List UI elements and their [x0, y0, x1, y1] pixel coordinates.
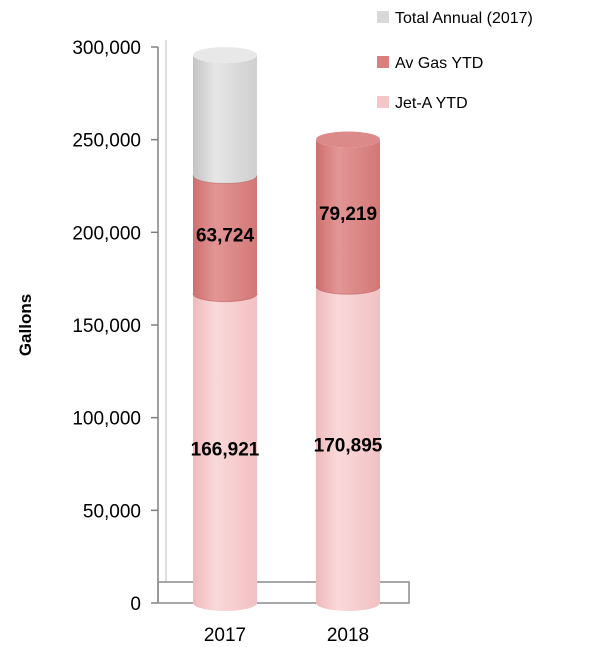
segment-boundary-2017 [192, 293, 258, 303]
data-label-jet-a-2018: 170,895 [314, 436, 383, 457]
y-tick-label: 300,000 [72, 38, 141, 59]
data-label-av-gas-2018: 79,219 [319, 204, 377, 225]
y-tick-label: 50,000 [83, 501, 141, 522]
legend-item-total-annual: Total Annual (2017) [377, 10, 533, 27]
y-tick-label: 0 [130, 594, 141, 615]
legend-label-total-annual: Total Annual (2017) [395, 10, 533, 27]
bar-jet-a-2017 [193, 293, 257, 611]
bar-total-annual-2017 [193, 55, 257, 184]
data-labels: 166,921 63,724 170,895 79,219 [191, 204, 383, 460]
legend-label-jet-a: Jet-A YTD [395, 95, 468, 112]
segment-boundary-2017 [192, 175, 258, 185]
bar-jet-a-2018 [316, 286, 380, 611]
segment-boundary-2018 [315, 286, 381, 295]
bars [192, 47, 381, 611]
x-tick-label-2017: 2017 [204, 625, 246, 646]
bar-av-gas-2018 [316, 139, 380, 295]
data-label-av-gas-2017: 63,724 [196, 226, 255, 247]
y-tick-label: 100,000 [72, 409, 141, 430]
legend-swatch-av-gas [377, 56, 389, 68]
legend: Total Annual (2017) Av Gas YTD Jet-A YTD [377, 10, 533, 112]
legend-item-av-gas: Av Gas YTD [377, 55, 483, 72]
y-tick-label: 150,000 [72, 316, 141, 337]
bar-top-2018 [316, 131, 380, 148]
x-tick-label-2018: 2018 [327, 625, 369, 646]
y-ticks: 0 50,000 100,000 150,000 200,000 250,000 300,0… [72, 38, 158, 615]
legend-label-av-gas: Av Gas YTD [395, 55, 483, 72]
y-tick-label: 200,000 [72, 223, 141, 244]
legend-swatch-jet-a [377, 96, 389, 108]
data-label-jet-a-2017: 166,921 [191, 439, 260, 460]
y-tick-label: 250,000 [72, 131, 141, 152]
chart-floor [157, 581, 410, 604]
bar-av-gas-2017 [193, 175, 257, 302]
legend-item-jet-a: Jet-A YTD [377, 95, 468, 112]
legend-swatch-total-annual [377, 11, 389, 23]
bar-top-2017 [193, 47, 257, 64]
y-axis-title: Gallons [16, 294, 35, 356]
